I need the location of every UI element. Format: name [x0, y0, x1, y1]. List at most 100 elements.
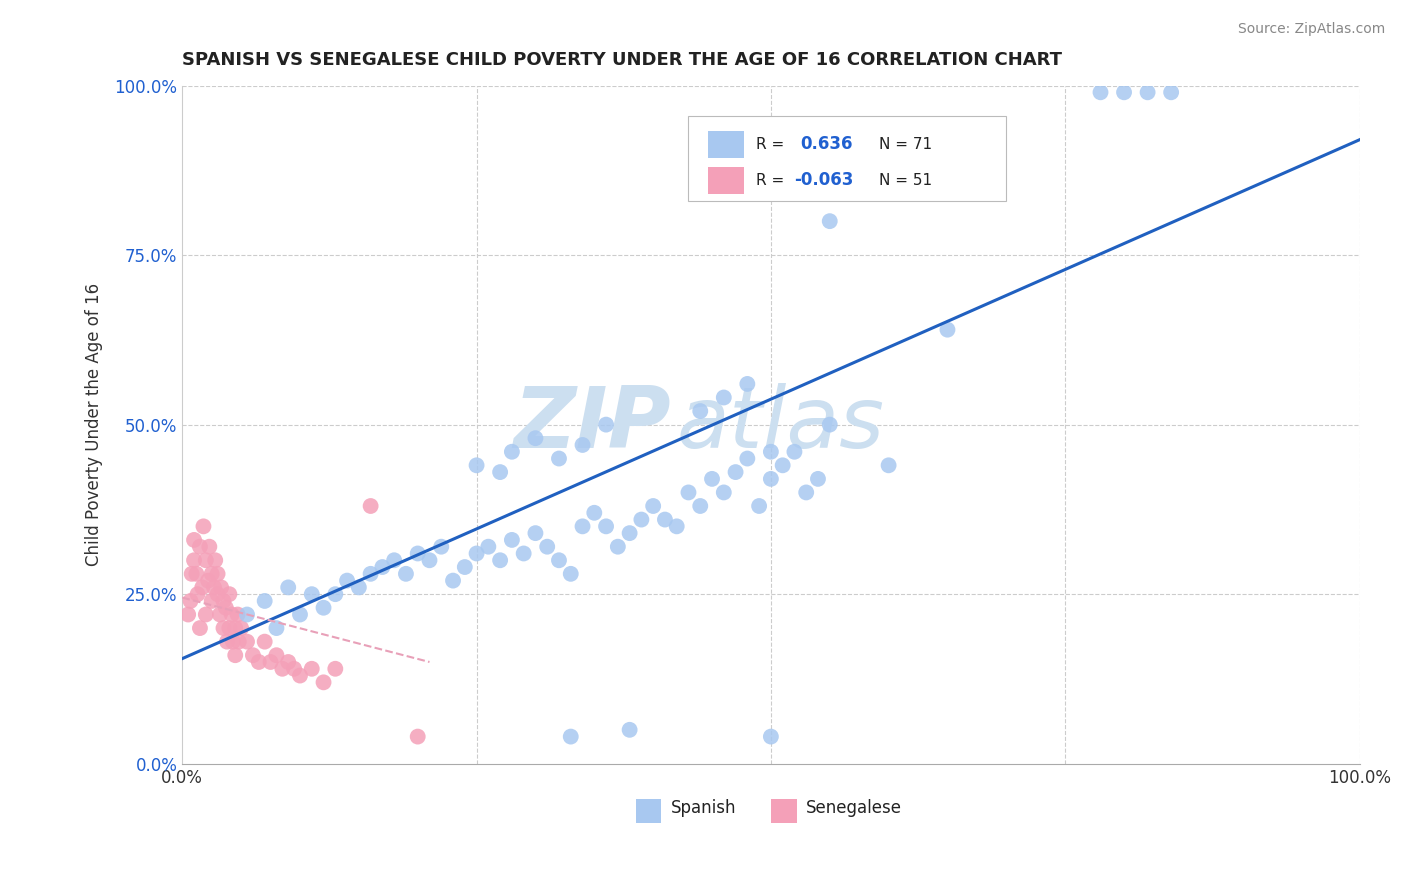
Point [643, 499, 665, 513]
Point [323, 587, 346, 601]
Point [186, 566, 208, 581]
Point [209, 581, 232, 595]
Point [454, 560, 477, 574]
Point [312, 600, 335, 615]
Point [221, 607, 243, 622]
Point [548, 553, 571, 567]
Point [183, 533, 205, 547]
Point [371, 560, 394, 574]
Text: -0.063: -0.063 [794, 171, 853, 189]
Point [406, 730, 429, 744]
Point [360, 499, 382, 513]
Point [207, 587, 229, 601]
Point [253, 594, 276, 608]
Point [288, 668, 311, 682]
Y-axis label: Child Poverty Under the Age of 16: Child Poverty Under the Age of 16 [86, 283, 103, 566]
Point [489, 553, 512, 567]
Point [1112, 85, 1135, 99]
Point [524, 526, 547, 541]
Point [818, 214, 841, 228]
Point [224, 621, 246, 635]
Point [194, 553, 217, 567]
Point [595, 519, 617, 533]
Point [1090, 85, 1112, 99]
Point [1136, 85, 1159, 99]
Point [236, 607, 259, 622]
FancyBboxPatch shape [709, 131, 744, 158]
Text: N = 71: N = 71 [879, 136, 932, 152]
Point [794, 485, 817, 500]
Point [512, 546, 534, 560]
Point [759, 444, 782, 458]
Point [208, 607, 231, 622]
Point [524, 431, 547, 445]
Point [301, 662, 323, 676]
Point [347, 581, 370, 595]
Point [188, 540, 211, 554]
Point [236, 634, 259, 648]
Point [180, 566, 202, 581]
Point [689, 499, 711, 513]
Point [212, 594, 235, 608]
Point [215, 634, 238, 648]
Point [583, 506, 606, 520]
Point [193, 519, 215, 533]
Point [218, 621, 240, 635]
Text: N = 51: N = 51 [879, 173, 932, 187]
Point [665, 519, 688, 533]
Point [360, 566, 382, 581]
Point [247, 655, 270, 669]
Point [536, 540, 558, 554]
Point [619, 723, 641, 737]
Point [224, 648, 246, 663]
Point [191, 581, 214, 595]
Point [630, 512, 652, 526]
Point [212, 621, 235, 635]
Point [222, 634, 245, 648]
Point [283, 662, 305, 676]
Point [277, 581, 299, 595]
Point [678, 485, 700, 500]
Point [441, 574, 464, 588]
Point [489, 465, 512, 479]
Text: 0.636: 0.636 [800, 136, 853, 153]
Point [188, 621, 211, 635]
Text: Source: ZipAtlas.com: Source: ZipAtlas.com [1237, 22, 1385, 37]
FancyBboxPatch shape [689, 116, 1007, 201]
Point [218, 587, 240, 601]
Point [465, 458, 488, 473]
Point [737, 451, 759, 466]
Point [560, 730, 582, 744]
Point [266, 621, 288, 635]
Text: atlas: atlas [676, 384, 884, 467]
Text: SPANISH VS SENEGALESE CHILD POVERTY UNDER THE AGE OF 16 CORRELATION CHART: SPANISH VS SENEGALESE CHILD POVERTY UNDE… [183, 51, 1063, 69]
Text: Spanish: Spanish [671, 799, 737, 817]
Point [571, 519, 593, 533]
Point [179, 594, 201, 608]
Point [772, 458, 794, 473]
Point [242, 648, 264, 663]
Point [713, 485, 735, 500]
Text: Senegalese: Senegalese [806, 799, 903, 817]
Point [202, 581, 225, 595]
Point [759, 472, 782, 486]
Point [560, 566, 582, 581]
Point [204, 553, 226, 567]
Point [418, 553, 440, 567]
Point [936, 323, 959, 337]
Text: ZIP: ZIP [513, 384, 671, 467]
Point [548, 451, 571, 466]
Point [336, 574, 359, 588]
Point [198, 540, 221, 554]
Text: R =: R = [755, 136, 789, 152]
Point [301, 587, 323, 601]
Point [1160, 85, 1182, 99]
Point [194, 607, 217, 622]
Point [226, 607, 249, 622]
Point [606, 540, 628, 554]
Point [201, 566, 224, 581]
Point [382, 553, 405, 567]
Point [477, 540, 499, 554]
Point [619, 526, 641, 541]
Point [231, 621, 253, 635]
